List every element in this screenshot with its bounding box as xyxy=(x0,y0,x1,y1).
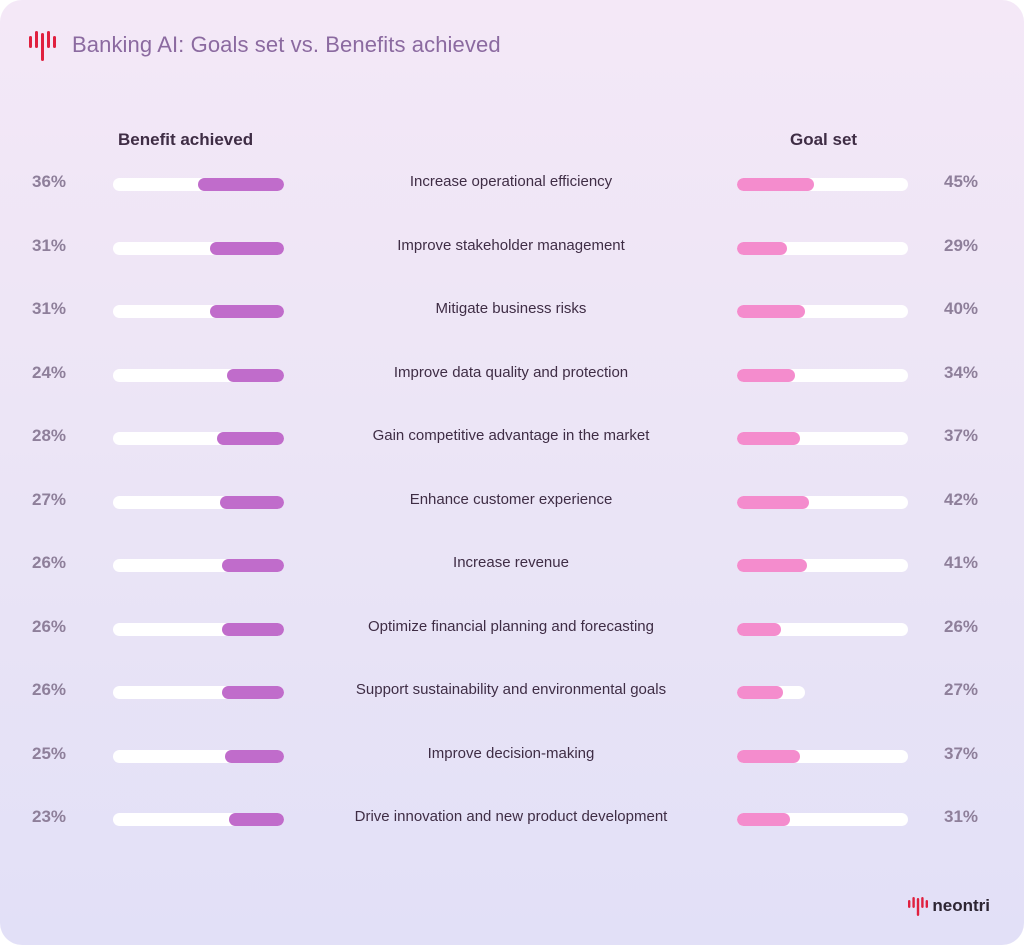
goal-bar-track xyxy=(737,241,908,255)
goal-bar-track xyxy=(737,495,908,509)
category-label: Improve decision-making xyxy=(427,744,595,762)
benefit-column-header: Benefit achieved xyxy=(118,130,254,149)
benefit-bar xyxy=(226,368,284,382)
chart-row: 28% Gain competitive advantage in the mar… xyxy=(0,422,1024,452)
goal-value-label: 34% xyxy=(944,362,979,382)
benefit-bar xyxy=(210,241,284,255)
goal-bar xyxy=(737,559,808,572)
benefit-bar xyxy=(229,813,284,826)
benefit-bar xyxy=(224,749,284,763)
benefit-value-label: 26% xyxy=(32,553,67,572)
goal-bar xyxy=(737,432,801,445)
chart-row: 31% Mitigate business risks 40% xyxy=(0,295,1024,325)
goal-bar-track xyxy=(737,559,908,572)
chart-row: 25% Improve decision-making 37% xyxy=(0,740,1024,770)
benefit-bar xyxy=(222,622,284,636)
goal-value-label: 40% xyxy=(944,299,979,318)
category-label: Support sustainability and environmental… xyxy=(355,681,667,698)
chart-row: 27% Enhance customer experience 42% xyxy=(0,486,1024,516)
goal-bar-track xyxy=(737,749,908,763)
category-label: Mitigate business risks xyxy=(435,300,587,317)
brand-name: neontri xyxy=(932,896,990,915)
goal-value-label: 37% xyxy=(944,426,979,445)
benefit-value-label: 23% xyxy=(32,807,67,826)
benefit-bar-track xyxy=(113,432,284,445)
title-row: Banking AI: Goals set vs. Benefits achie… xyxy=(28,28,501,62)
neontri-bars-icon xyxy=(29,31,56,61)
goal-bar-track xyxy=(737,686,805,699)
benefit-bar-track xyxy=(113,686,284,699)
benefit-value-label: 26% xyxy=(32,616,67,636)
goal-bar xyxy=(737,813,790,826)
benefit-value-label: 25% xyxy=(32,743,67,763)
category-label: Increase operational efficiency xyxy=(409,173,613,190)
chart-row: 24% Improve data quality and protection 34… xyxy=(0,359,1024,389)
goal-value-label: 31% xyxy=(944,807,979,826)
goal-bar xyxy=(737,368,796,382)
goal-column-header: Goal set xyxy=(790,130,858,149)
goal-bar-track xyxy=(737,622,908,636)
neontri-logo-icon xyxy=(908,897,929,916)
chart-row: 31% Improve stakeholder management 29% xyxy=(0,232,1024,262)
goal-bar-track xyxy=(737,305,908,318)
benefit-bar xyxy=(217,432,284,445)
chart-row: 26% Increase revenue 41% xyxy=(0,549,1024,579)
category-label: Optimize financial planning and forecast… xyxy=(367,617,654,635)
goal-value-label: 26% xyxy=(944,616,979,636)
benefit-value-label: 24% xyxy=(32,362,67,382)
category-label: Increase revenue xyxy=(453,554,569,571)
benefit-value-label: 26% xyxy=(32,680,67,699)
benefit-bar xyxy=(210,305,284,318)
goal-bar-track xyxy=(737,178,908,191)
benefit-bar-track xyxy=(113,368,284,382)
category-label: Gain competitive advantage in the market xyxy=(372,427,650,444)
benefit-value-label: 28% xyxy=(32,426,67,445)
goal-bar xyxy=(737,749,801,763)
benefit-bar-track xyxy=(113,813,284,826)
goal-value-label: 42% xyxy=(944,489,979,509)
goal-value-label: 45% xyxy=(944,172,979,191)
chart-row: 26% Optimize financial planning and forec… xyxy=(0,613,1024,643)
benefit-bar xyxy=(198,178,284,191)
benefit-bar-track xyxy=(113,622,284,636)
goal-bar xyxy=(737,495,809,509)
goal-bar xyxy=(737,241,787,255)
category-label: Improve stakeholder management xyxy=(397,236,625,254)
chart-row: 23% Drive innovation and new product deve… xyxy=(0,803,1024,833)
benefit-bar xyxy=(222,559,284,572)
benefit-value-label: 31% xyxy=(32,235,67,255)
chart-row: 36% Increase operational efficiency 45% xyxy=(0,168,1024,198)
benefit-bar-track xyxy=(113,178,284,191)
goal-bar-track xyxy=(737,432,908,445)
benefit-bar-track xyxy=(113,559,284,572)
category-label: Improve data quality and protection xyxy=(393,363,629,381)
goal-bar-track xyxy=(737,368,908,382)
benefit-bar xyxy=(222,686,284,699)
chart-row: 26% Support sustainability and environmen… xyxy=(0,676,1024,706)
goal-value-label: 29% xyxy=(944,235,979,255)
goal-bar xyxy=(737,622,782,636)
goal-value-label: 41% xyxy=(944,553,979,572)
goal-value-label: 37% xyxy=(944,743,979,763)
goal-bar xyxy=(737,686,784,699)
benefit-bar-track xyxy=(113,241,284,255)
benefit-bar-track xyxy=(113,749,284,763)
goal-bar xyxy=(737,178,814,191)
category-label: Enhance customer experience xyxy=(409,490,613,508)
chart-title: Banking AI: Goals set vs. Benefits achie… xyxy=(72,32,501,57)
benefit-bar-track xyxy=(113,305,284,318)
benefit-bar-track xyxy=(113,495,284,509)
benefit-value-label: 31% xyxy=(32,299,67,318)
benefit-value-label: 27% xyxy=(32,489,67,509)
goal-value-label: 27% xyxy=(944,680,979,699)
benefit-bar xyxy=(219,495,284,509)
goal-bar xyxy=(737,305,806,318)
brand-logo: neontri xyxy=(908,895,990,917)
benefit-value-label: 36% xyxy=(32,172,67,191)
category-label: Drive innovation and new product develop… xyxy=(354,808,668,825)
goal-bar-track xyxy=(737,813,908,826)
